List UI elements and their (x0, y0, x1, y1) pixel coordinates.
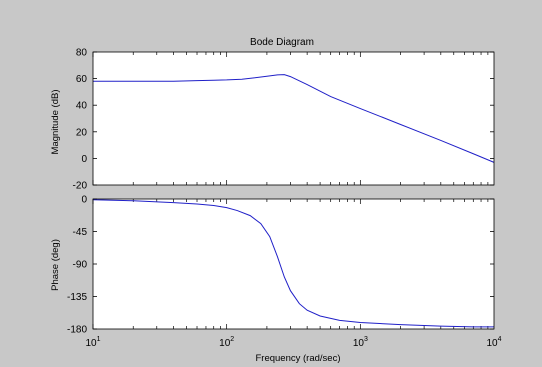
phase-frame (92, 198, 495, 330)
magnitude-ytick-label: 60 (76, 74, 88, 85)
magnitude-ytick-label: -20 (73, 181, 88, 192)
magnitude-frame (92, 51, 495, 186)
phase-plot-area (93, 199, 494, 329)
phase-ytick-label: -90 (73, 260, 88, 271)
frequency-tick-label: 102 (219, 336, 234, 349)
frequency-tick-label: 101 (85, 336, 100, 349)
phase-ytick-label: -180 (67, 325, 87, 336)
magnitude-ytick-label: 40 (76, 101, 88, 112)
phase-tick-labels: -180 -135 -90 -45 0 (67, 195, 87, 336)
frequency-tick-label: 104 (486, 336, 501, 349)
magnitude-axis-label: Magnitude (dB) (50, 90, 61, 155)
phase-curve (92, 199, 494, 328)
magnitude-curve (93, 74, 495, 163)
phase-ytick-label: 0 (81, 195, 87, 206)
phase-ytick-label: -45 (73, 227, 88, 238)
phase-ytick-label: -135 (67, 292, 87, 303)
frequency-tick-label: 103 (353, 336, 368, 349)
frequency-tick-labels: 101 102 103 104 (85, 336, 501, 349)
magnitude-axes: -20 0 20 40 60 80 (73, 48, 495, 192)
chart-title: Bode Diagram (250, 37, 314, 48)
frequency-axis-label: Frequency (rad/sec) (255, 353, 340, 364)
magnitude-ytick-label: 80 (76, 48, 88, 59)
magnitude-tick-labels: -20 0 20 40 60 80 (73, 48, 88, 192)
magnitude-plot-area (93, 52, 494, 185)
phase-axis-label: Phase (deg) (50, 239, 61, 291)
phase-axes: -180 -135 -90 -45 0 101 102 103 104 (67, 195, 502, 350)
magnitude-ytick-label: 20 (76, 127, 88, 138)
magnitude-ytick-label: 0 (81, 154, 87, 165)
